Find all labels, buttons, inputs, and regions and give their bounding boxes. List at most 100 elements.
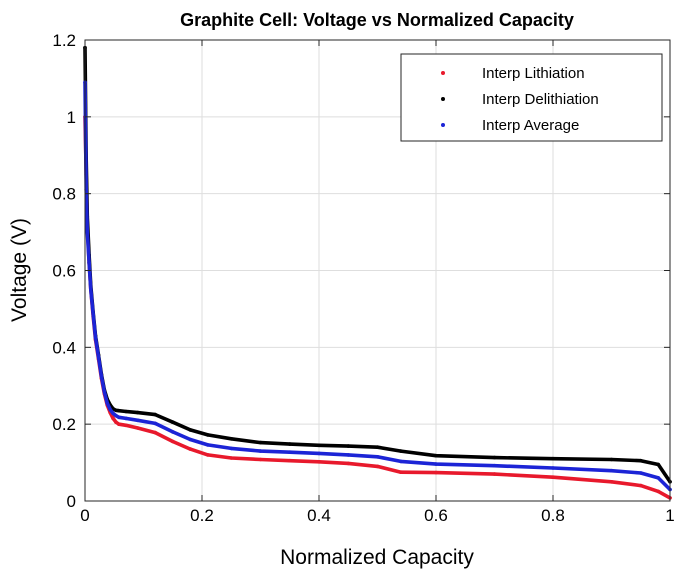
data-point <box>188 447 193 451</box>
data-point <box>639 458 643 463</box>
data-point <box>124 409 128 414</box>
y-tick-label: 0 <box>67 492 76 511</box>
data-point <box>258 449 263 453</box>
data-point <box>135 426 140 430</box>
x-tick-label: 0.8 <box>541 506 565 525</box>
y-tick-label: 0.4 <box>52 338 76 357</box>
data-point <box>375 445 380 450</box>
data-point <box>117 422 121 427</box>
data-point <box>124 416 128 421</box>
data-point <box>551 466 555 470</box>
ticks <box>84 39 671 502</box>
x-tick-label: 1 <box>665 506 674 525</box>
legend: Interp Lithiation Interp Delithiation Inte… <box>400 53 663 142</box>
data-point <box>434 453 438 458</box>
data-point <box>117 415 121 420</box>
data-point <box>124 423 128 428</box>
x-axis-label: Normalized Capacity <box>280 546 474 569</box>
data-point <box>317 451 321 456</box>
data-point <box>258 457 263 462</box>
data-point <box>206 443 210 447</box>
data-point <box>609 468 614 473</box>
x-tick-label: 0.6 <box>424 506 448 525</box>
data-point <box>639 471 643 475</box>
data-point <box>317 460 321 464</box>
y-tick-label: 1 <box>67 108 76 127</box>
data-point <box>434 470 438 475</box>
x-tick-label: 0 <box>80 506 89 525</box>
y-tick-label: 0.8 <box>52 185 76 204</box>
data-point <box>492 472 497 476</box>
data-point <box>99 374 104 378</box>
legend-marker <box>441 97 445 101</box>
data-point <box>399 449 403 453</box>
data-point <box>551 475 555 480</box>
x-tick-label: 0.2 <box>190 506 214 525</box>
data-point <box>656 489 661 494</box>
data-point <box>639 483 643 488</box>
data-point <box>288 450 292 455</box>
data-point <box>87 261 91 265</box>
data-point <box>114 413 118 418</box>
data-point <box>346 444 351 448</box>
legend-marker <box>441 123 445 127</box>
data-point <box>114 420 118 425</box>
data-point <box>105 401 109 405</box>
legend-label: Interp Average <box>482 117 579 134</box>
y-tick-label: 0.2 <box>52 415 76 434</box>
data-point <box>89 287 93 292</box>
data-point <box>656 462 661 467</box>
data-point <box>258 440 263 445</box>
data-point <box>117 408 121 413</box>
data-point <box>346 461 351 466</box>
data-point <box>85 230 90 234</box>
data-point <box>111 416 115 421</box>
legend-label: Interp Lithiation <box>482 65 585 82</box>
data-point <box>492 455 497 460</box>
data-point <box>91 312 95 317</box>
data-point <box>114 408 118 413</box>
data-point <box>434 462 438 466</box>
series-interp-average <box>83 80 672 492</box>
data-point <box>135 418 140 423</box>
data-point <box>492 463 497 468</box>
legend-box <box>400 53 663 142</box>
data-point <box>551 456 555 461</box>
data-point <box>317 443 321 448</box>
data-point <box>153 421 157 426</box>
data-point <box>229 446 234 451</box>
data-point <box>96 355 101 359</box>
data-point <box>288 458 292 463</box>
data-point <box>346 453 351 457</box>
data-point <box>171 420 175 425</box>
data-point <box>288 442 292 446</box>
data-point <box>111 411 115 416</box>
data-point <box>153 412 157 417</box>
data-point <box>188 428 193 432</box>
legend-marker <box>441 71 445 75</box>
data-point <box>171 439 175 444</box>
series-layer <box>83 45 672 500</box>
data-point <box>102 389 107 394</box>
chart-title: Graphite Cell: Voltage vs Normalized Cap… <box>180 10 574 30</box>
data-point <box>229 437 234 441</box>
data-point <box>609 480 614 484</box>
tick-labels: 0 0.2 0.4 0.6 0.8 1 0 0.2 0.4 0.6 0.8 1 1.2 <box>52 31 674 525</box>
y-tick-label: 1.2 <box>52 31 76 50</box>
data-point <box>229 456 234 460</box>
data-point <box>656 476 661 480</box>
x-tick-label: 0.4 <box>307 506 331 525</box>
data-point <box>206 453 210 457</box>
y-axis-label: Voltage (V) <box>8 218 31 322</box>
data-point <box>171 430 175 434</box>
legend-label: Interp Delithiation <box>482 91 599 108</box>
data-point <box>153 430 157 435</box>
data-point <box>188 437 193 442</box>
data-point <box>375 455 380 459</box>
data-point <box>108 407 112 412</box>
data-point <box>609 457 614 462</box>
data-point <box>206 433 210 437</box>
data-point <box>93 335 98 340</box>
data-point <box>399 459 403 464</box>
